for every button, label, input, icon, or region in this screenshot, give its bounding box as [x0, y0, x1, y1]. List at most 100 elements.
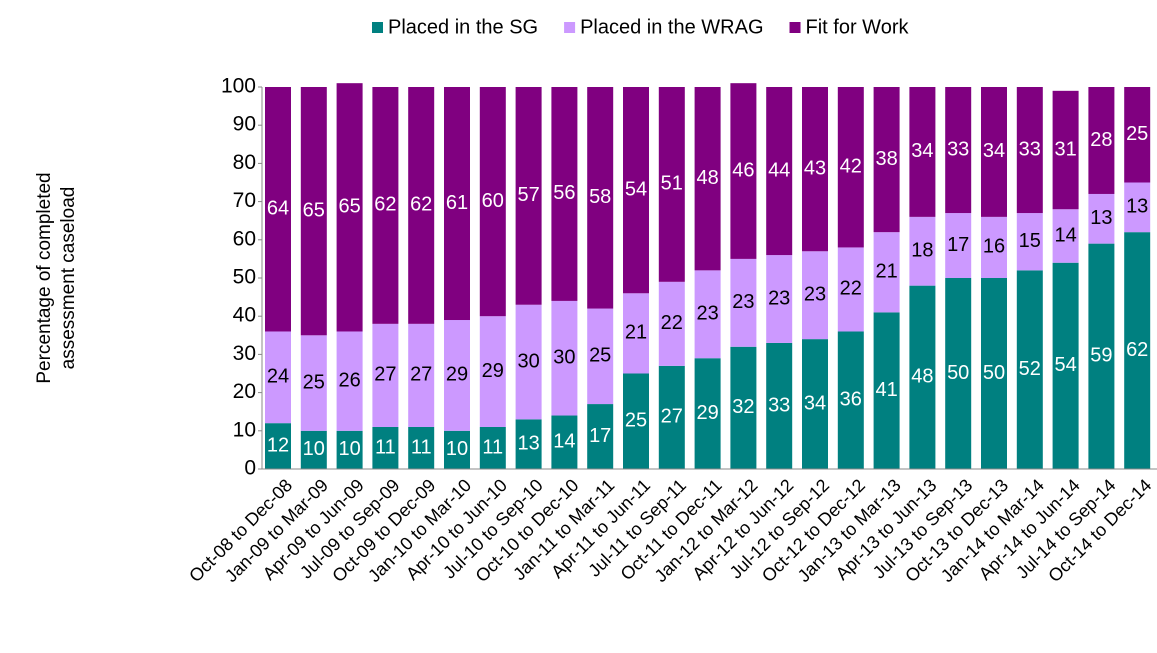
data-label: 30	[553, 347, 575, 369]
bar-segment	[658, 281, 685, 366]
data-label: 18	[911, 240, 933, 262]
data-label: 29	[482, 360, 504, 382]
data-label: 36	[840, 389, 862, 411]
bar-segment	[372, 323, 399, 427]
bar-segment	[909, 285, 936, 469]
bar-segment	[1088, 87, 1115, 194]
bar-segment	[300, 335, 327, 431]
legend-label: Placed in the SG	[388, 16, 538, 38]
bar-segment	[1088, 193, 1115, 244]
data-label: 13	[517, 432, 539, 454]
bar-segment	[658, 365, 685, 469]
bar-segment	[408, 87, 435, 324]
bar-segment	[766, 87, 793, 256]
data-label: 28	[1090, 129, 1112, 151]
bar-segment	[1052, 90, 1079, 210]
bar-segment	[730, 83, 757, 259]
data-label: 22	[840, 278, 862, 300]
data-label: 50	[947, 362, 969, 384]
y-tick-label: 30	[233, 342, 256, 365]
data-label: 23	[768, 287, 790, 309]
bar-segment	[1052, 262, 1079, 469]
bar-segment	[1016, 213, 1043, 271]
y-tick-label: 20	[233, 380, 256, 403]
data-label: 14	[553, 431, 575, 453]
bar-segment	[336, 83, 363, 332]
data-label: 62	[374, 194, 396, 216]
data-label: 10	[303, 438, 325, 460]
data-label: 65	[303, 199, 325, 221]
bar-segment	[623, 293, 649, 374]
y-tick-label: 10	[233, 418, 256, 441]
bar-segment	[408, 426, 435, 469]
data-label: 16	[983, 236, 1005, 258]
data-label: 17	[947, 234, 969, 256]
bar-segment	[945, 87, 972, 214]
data-label: 14	[1054, 224, 1076, 246]
data-label: 34	[804, 392, 826, 414]
data-label: 46	[732, 159, 754, 181]
data-label: 38	[875, 148, 897, 170]
bar-segment	[1124, 182, 1151, 233]
y-tick-label: 80	[233, 151, 256, 174]
bar-segment	[479, 316, 506, 427]
data-label: 13	[1126, 196, 1148, 218]
data-label: 25	[1126, 123, 1148, 145]
data-label: 24	[267, 366, 289, 388]
bar-segment	[1124, 232, 1151, 469]
legend-swatch	[372, 22, 383, 33]
bar-segment	[730, 346, 757, 469]
bar-segment	[1016, 270, 1043, 469]
data-label: 56	[553, 182, 575, 204]
bar-segment	[551, 415, 578, 469]
data-label: 31	[1054, 138, 1076, 160]
data-label: 58	[589, 186, 611, 208]
data-label: 57	[517, 184, 539, 206]
bar-segment	[336, 331, 363, 431]
data-label: 10	[338, 438, 360, 460]
data-label: 25	[303, 371, 325, 393]
legend-label: Placed in the WRAG	[580, 16, 763, 38]
bar-segment	[300, 87, 327, 336]
bar-segment	[837, 247, 864, 332]
bar-segment	[587, 404, 614, 469]
bar-segment	[587, 308, 614, 405]
data-label: 54	[1054, 354, 1076, 376]
data-label: 22	[661, 312, 683, 334]
legend-label: Fit for Work	[806, 16, 910, 38]
bar-segment	[479, 426, 506, 469]
bar-segment	[694, 270, 721, 359]
data-label: 61	[446, 192, 468, 214]
data-label: 34	[983, 140, 1005, 162]
data-label: 11	[375, 436, 396, 458]
data-label: 29	[696, 402, 718, 424]
data-label: 54	[625, 178, 647, 200]
data-label: 21	[875, 261, 897, 283]
y-axis-title: assessment caseload	[58, 187, 79, 370]
data-label: 50	[983, 362, 1005, 384]
bar-segment	[265, 423, 291, 469]
bar-segment	[265, 331, 291, 424]
bar-segment	[1124, 87, 1151, 183]
bar-segment	[551, 87, 578, 301]
y-tick-label: 60	[233, 227, 256, 250]
data-label: 26	[338, 369, 360, 391]
bar-segment	[372, 426, 399, 469]
bar-segment	[694, 358, 721, 469]
data-label: 29	[446, 364, 468, 386]
data-label: 48	[911, 366, 933, 388]
data-label: 34	[911, 140, 933, 162]
y-tick-label: 50	[233, 266, 256, 289]
bar-segment	[336, 430, 363, 469]
data-label: 12	[267, 434, 289, 456]
data-label: 10	[446, 438, 468, 460]
bar-segment	[658, 87, 685, 282]
bar-segment	[802, 339, 828, 469]
bar-segment	[909, 87, 936, 217]
legend-swatch	[789, 22, 801, 33]
bar-segment	[873, 87, 900, 233]
bar-segment	[945, 213, 972, 278]
data-label: 23	[732, 291, 754, 313]
bar-segment	[945, 278, 972, 469]
